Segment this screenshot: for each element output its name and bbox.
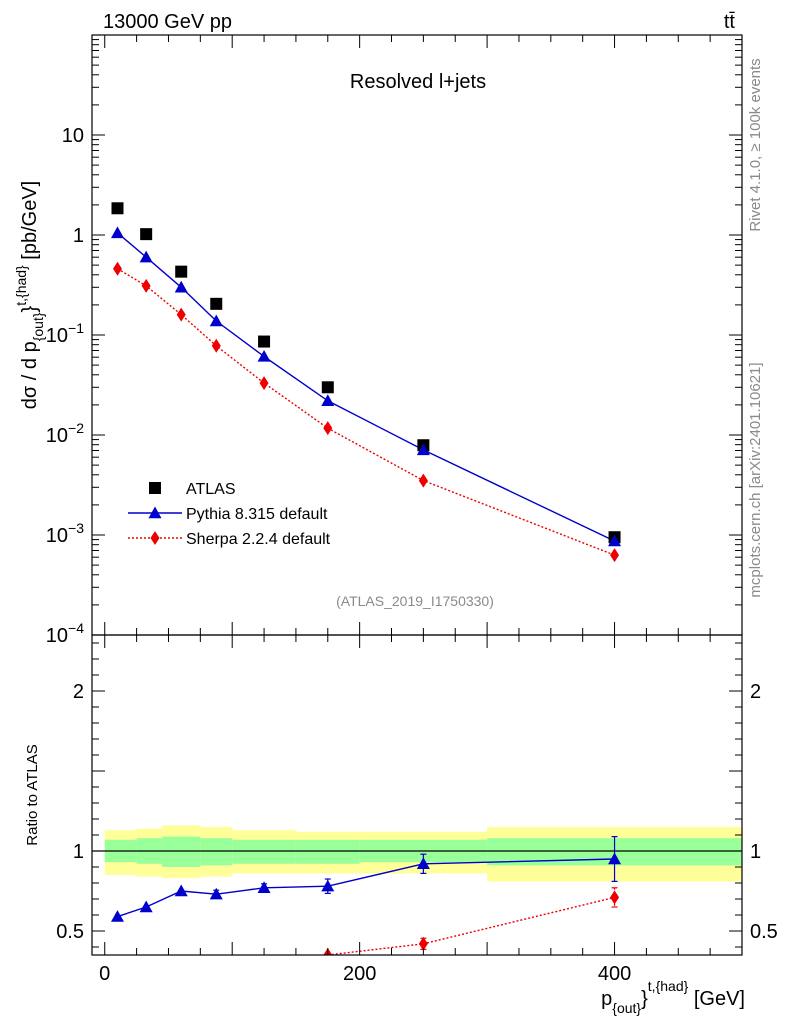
data-point-atlas-3 <box>210 297 223 310</box>
ratio-y-tick-label-left: 2 <box>73 681 84 703</box>
ratio-y-tick-label-right: 2 <box>750 681 761 703</box>
analysis-watermark: (ATLAS_2019_I1750330) <box>336 593 494 609</box>
source-info: mcplots.cern.ch [arXiv:2401.10621] <box>747 362 764 597</box>
x-tick-label: 200 <box>343 963 376 985</box>
data-point-atlas-4 <box>258 335 271 348</box>
x-axis-label: p{out}}t,{had} [GeV] <box>601 978 745 1016</box>
legend-marker-atlas <box>149 482 161 494</box>
energy-label: 13000 GeV pp <box>103 11 232 33</box>
uncertainty-band-inner-3 <box>200 838 233 866</box>
data-point-pythia-6 <box>416 443 430 456</box>
data-point-sherpa-5 <box>323 421 333 436</box>
legend-label-pythia: Pythia 8.315 default <box>186 506 328 523</box>
ratio-point-pythia-0 <box>110 910 124 922</box>
rivet-info: Rivet 4.1.0, ≥ 100k events <box>747 58 764 231</box>
data-point-pythia-1 <box>139 250 153 263</box>
data-point-sherpa-4 <box>259 376 269 391</box>
uncertainty-band-inner-5 <box>295 839 360 864</box>
data-point-pythia-3 <box>209 314 223 327</box>
uncertainty-band-inner-4 <box>232 839 296 864</box>
data-point-atlas-2 <box>175 265 188 278</box>
main-y-tick-label: 10−2 <box>46 420 84 447</box>
ratio-point-pythia-5 <box>321 879 335 892</box>
ratio-point-pythia-4 <box>257 881 271 893</box>
legend: ATLAS Pythia 8.315 default Sherpa 2.2.4 … <box>128 481 331 548</box>
main-y-tick-label: 10 <box>62 125 84 147</box>
data-point-sherpa-7 <box>610 548 620 563</box>
series-line-sherpa <box>117 268 615 556</box>
ratio-panel-frame <box>91 634 743 956</box>
legend-label-atlas: ATLAS <box>186 481 236 498</box>
data-point-sherpa-3 <box>211 338 221 353</box>
ratio-y-tick-label-left: 1 <box>73 841 84 863</box>
ratio-y-axis-label: Ratio to ATLAS <box>24 744 41 845</box>
data-point-pythia-7 <box>608 534 622 547</box>
ratio-point-pythia-1 <box>139 900 153 913</box>
legend-marker-pythia <box>148 506 162 519</box>
data-point-pythia-0 <box>110 226 124 239</box>
process-label: tt̄ <box>724 11 736 33</box>
data-point-pythia-5 <box>321 394 335 406</box>
ratio-point-pythia-7 <box>608 852 622 865</box>
uncertainty-band-inner-2 <box>162 836 201 867</box>
main-y-tick-label: 10−1 <box>46 320 84 347</box>
x-tick-label: 400 <box>598 963 631 985</box>
legend-marker-sherpa <box>150 531 160 545</box>
data-point-atlas-5 <box>321 381 334 394</box>
x-tick-label: 0 <box>99 963 110 985</box>
ratio-point-pythia-6 <box>416 857 430 869</box>
main-y-tick-label: 10−4 <box>46 620 84 647</box>
ratio-y-tick-label-right: 1 <box>750 841 761 863</box>
data-point-sherpa-6 <box>418 473 428 488</box>
ratio-y-tick-label-right: 0.5 <box>750 921 778 943</box>
data-point-sherpa-0 <box>112 261 122 276</box>
data-point-atlas-1 <box>140 228 153 241</box>
data-point-pythia-4 <box>257 349 271 362</box>
legend-label-sherpa: Sherpa 2.2.4 default <box>186 531 331 548</box>
ratio-point-pythia-2 <box>174 884 188 897</box>
main-y-tick-label: 10−3 <box>46 520 84 547</box>
ratio-point-sherpa-1 <box>418 936 428 951</box>
main-y-tick-label: 1 <box>73 225 84 247</box>
ratio-line-sherpa <box>327 896 615 955</box>
ratio-point-sherpa-2 <box>610 890 620 905</box>
data-point-atlas-0 <box>111 202 124 215</box>
data-point-pythia-2 <box>174 280 188 293</box>
data-point-sherpa-1 <box>141 278 151 293</box>
ratio-line-pythia <box>117 858 615 918</box>
main-y-axis-label: dσ / d p{out}}t,{had} [pb/GeV] <box>13 181 46 409</box>
ratio-y-tick-label-left: 0.5 <box>56 921 84 943</box>
chart-title: Resolved l+jets <box>350 71 486 93</box>
ratio-point-pythia-3 <box>209 887 223 900</box>
data-point-sherpa-2 <box>176 307 186 322</box>
